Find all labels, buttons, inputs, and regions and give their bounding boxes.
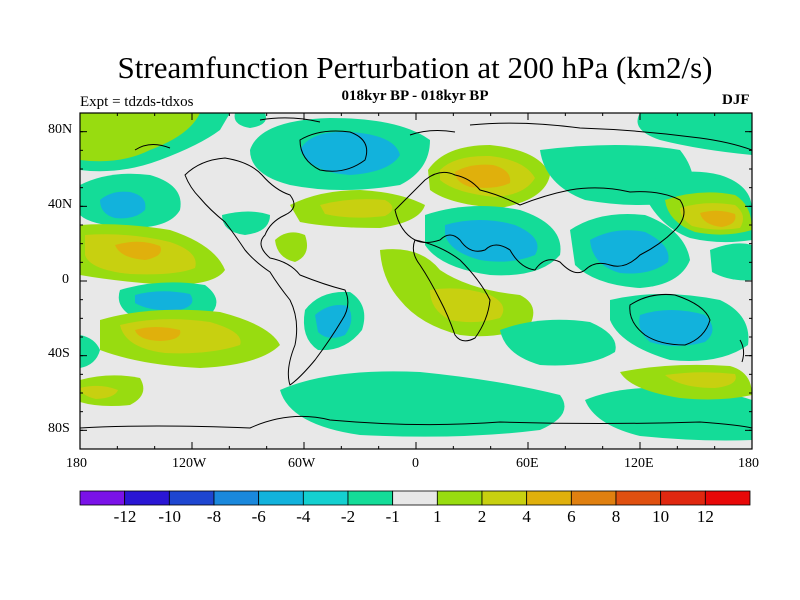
lon-label-60e: 60E: [516, 456, 539, 471]
colorbar-swatch: [258, 490, 304, 506]
lat-label-40n: 40N: [48, 197, 73, 212]
colorbar-label: -10: [158, 507, 181, 526]
contour-region: [500, 319, 616, 366]
lon-label-120e: 120E: [624, 456, 654, 471]
contour-region: [300, 131, 400, 175]
contour-region: [445, 220, 538, 262]
colorbar-label: -4: [296, 507, 311, 526]
colorbar-label: 6: [567, 507, 576, 526]
contour-region: [222, 211, 270, 235]
colorbar-label: 10: [652, 507, 670, 526]
colorbar-swatch: [570, 490, 617, 506]
colorbar-swatch: [436, 490, 483, 506]
lat-label-80n: 80N: [48, 122, 73, 137]
colorbar-label: -1: [385, 507, 400, 526]
contour-region: [430, 288, 504, 323]
colorbar-label: 2: [477, 507, 487, 526]
contour-region: [135, 327, 181, 341]
contour-region: [700, 210, 736, 227]
colorbar-swatch: [704, 490, 751, 506]
experiment-label: Expt = tdzds-tdxos: [80, 94, 194, 110]
lon-label-120w: 120W: [172, 456, 207, 471]
contour-region: [320, 199, 393, 218]
colorbar-swatch: [481, 490, 528, 506]
colorbar-label: -8: [206, 507, 222, 526]
colorbar-label: -12: [113, 507, 137, 526]
colorbar: [79, 490, 751, 506]
contour-region: [315, 305, 352, 338]
plot-subtitle: 018kyr BP - 018kyr BP: [341, 88, 489, 104]
contour-region: [710, 243, 752, 281]
colorbar-swatch: [213, 490, 260, 506]
colorbar-swatch: [615, 490, 662, 506]
colorbar-swatch: [168, 490, 215, 506]
colorbar-swatch: [302, 490, 349, 506]
colorbar-label: 1: [433, 507, 442, 526]
coastlines: [80, 117, 752, 429]
contour-region: [80, 113, 200, 162]
lat-label-80s: 80S: [48, 421, 70, 436]
colorbar-swatch: [526, 490, 572, 506]
contour-region: [585, 387, 752, 441]
lon-label-0: 0: [412, 456, 419, 471]
colorbar-label: 12: [696, 507, 714, 526]
contour-region: [100, 191, 146, 219]
colorbar-swatch: [79, 490, 126, 506]
contour-field: [80, 113, 752, 449]
colorbar-swatch: [660, 490, 706, 506]
colorbar-label: -6: [251, 507, 266, 526]
contour-region: [80, 385, 118, 399]
contour-region: [135, 291, 193, 311]
colorbar-label: 8: [611, 507, 621, 526]
colorbar-swatch: [347, 490, 394, 506]
contour-region: [275, 232, 308, 262]
contour-region: [115, 241, 161, 260]
contour-region: [280, 371, 565, 437]
lon-label-180e: 180: [738, 456, 759, 471]
contour-region: [637, 113, 752, 155]
colorbar-swatch: [392, 490, 438, 506]
colorbar-swatch: [124, 490, 170, 506]
axis-ticks: [79, 112, 753, 450]
colorbar-label: -2: [340, 507, 356, 526]
colorbar-label: 4: [522, 507, 531, 526]
contour-region: [639, 310, 713, 346]
lat-label-40s: 40S: [48, 346, 70, 361]
lon-label-60w: 60W: [288, 456, 316, 471]
contour-region: [590, 230, 669, 274]
contour-region: [80, 335, 100, 368]
plot-title: Streamfunction Perturbation at 200 hPa (…: [117, 50, 713, 85]
contour-region: [455, 164, 511, 188]
contour-region: [234, 113, 266, 128]
season-label: DJF: [722, 92, 750, 108]
lon-label-180w: 180: [66, 456, 87, 471]
lat-label-0: 0: [62, 272, 69, 287]
contour-region: [665, 372, 736, 388]
